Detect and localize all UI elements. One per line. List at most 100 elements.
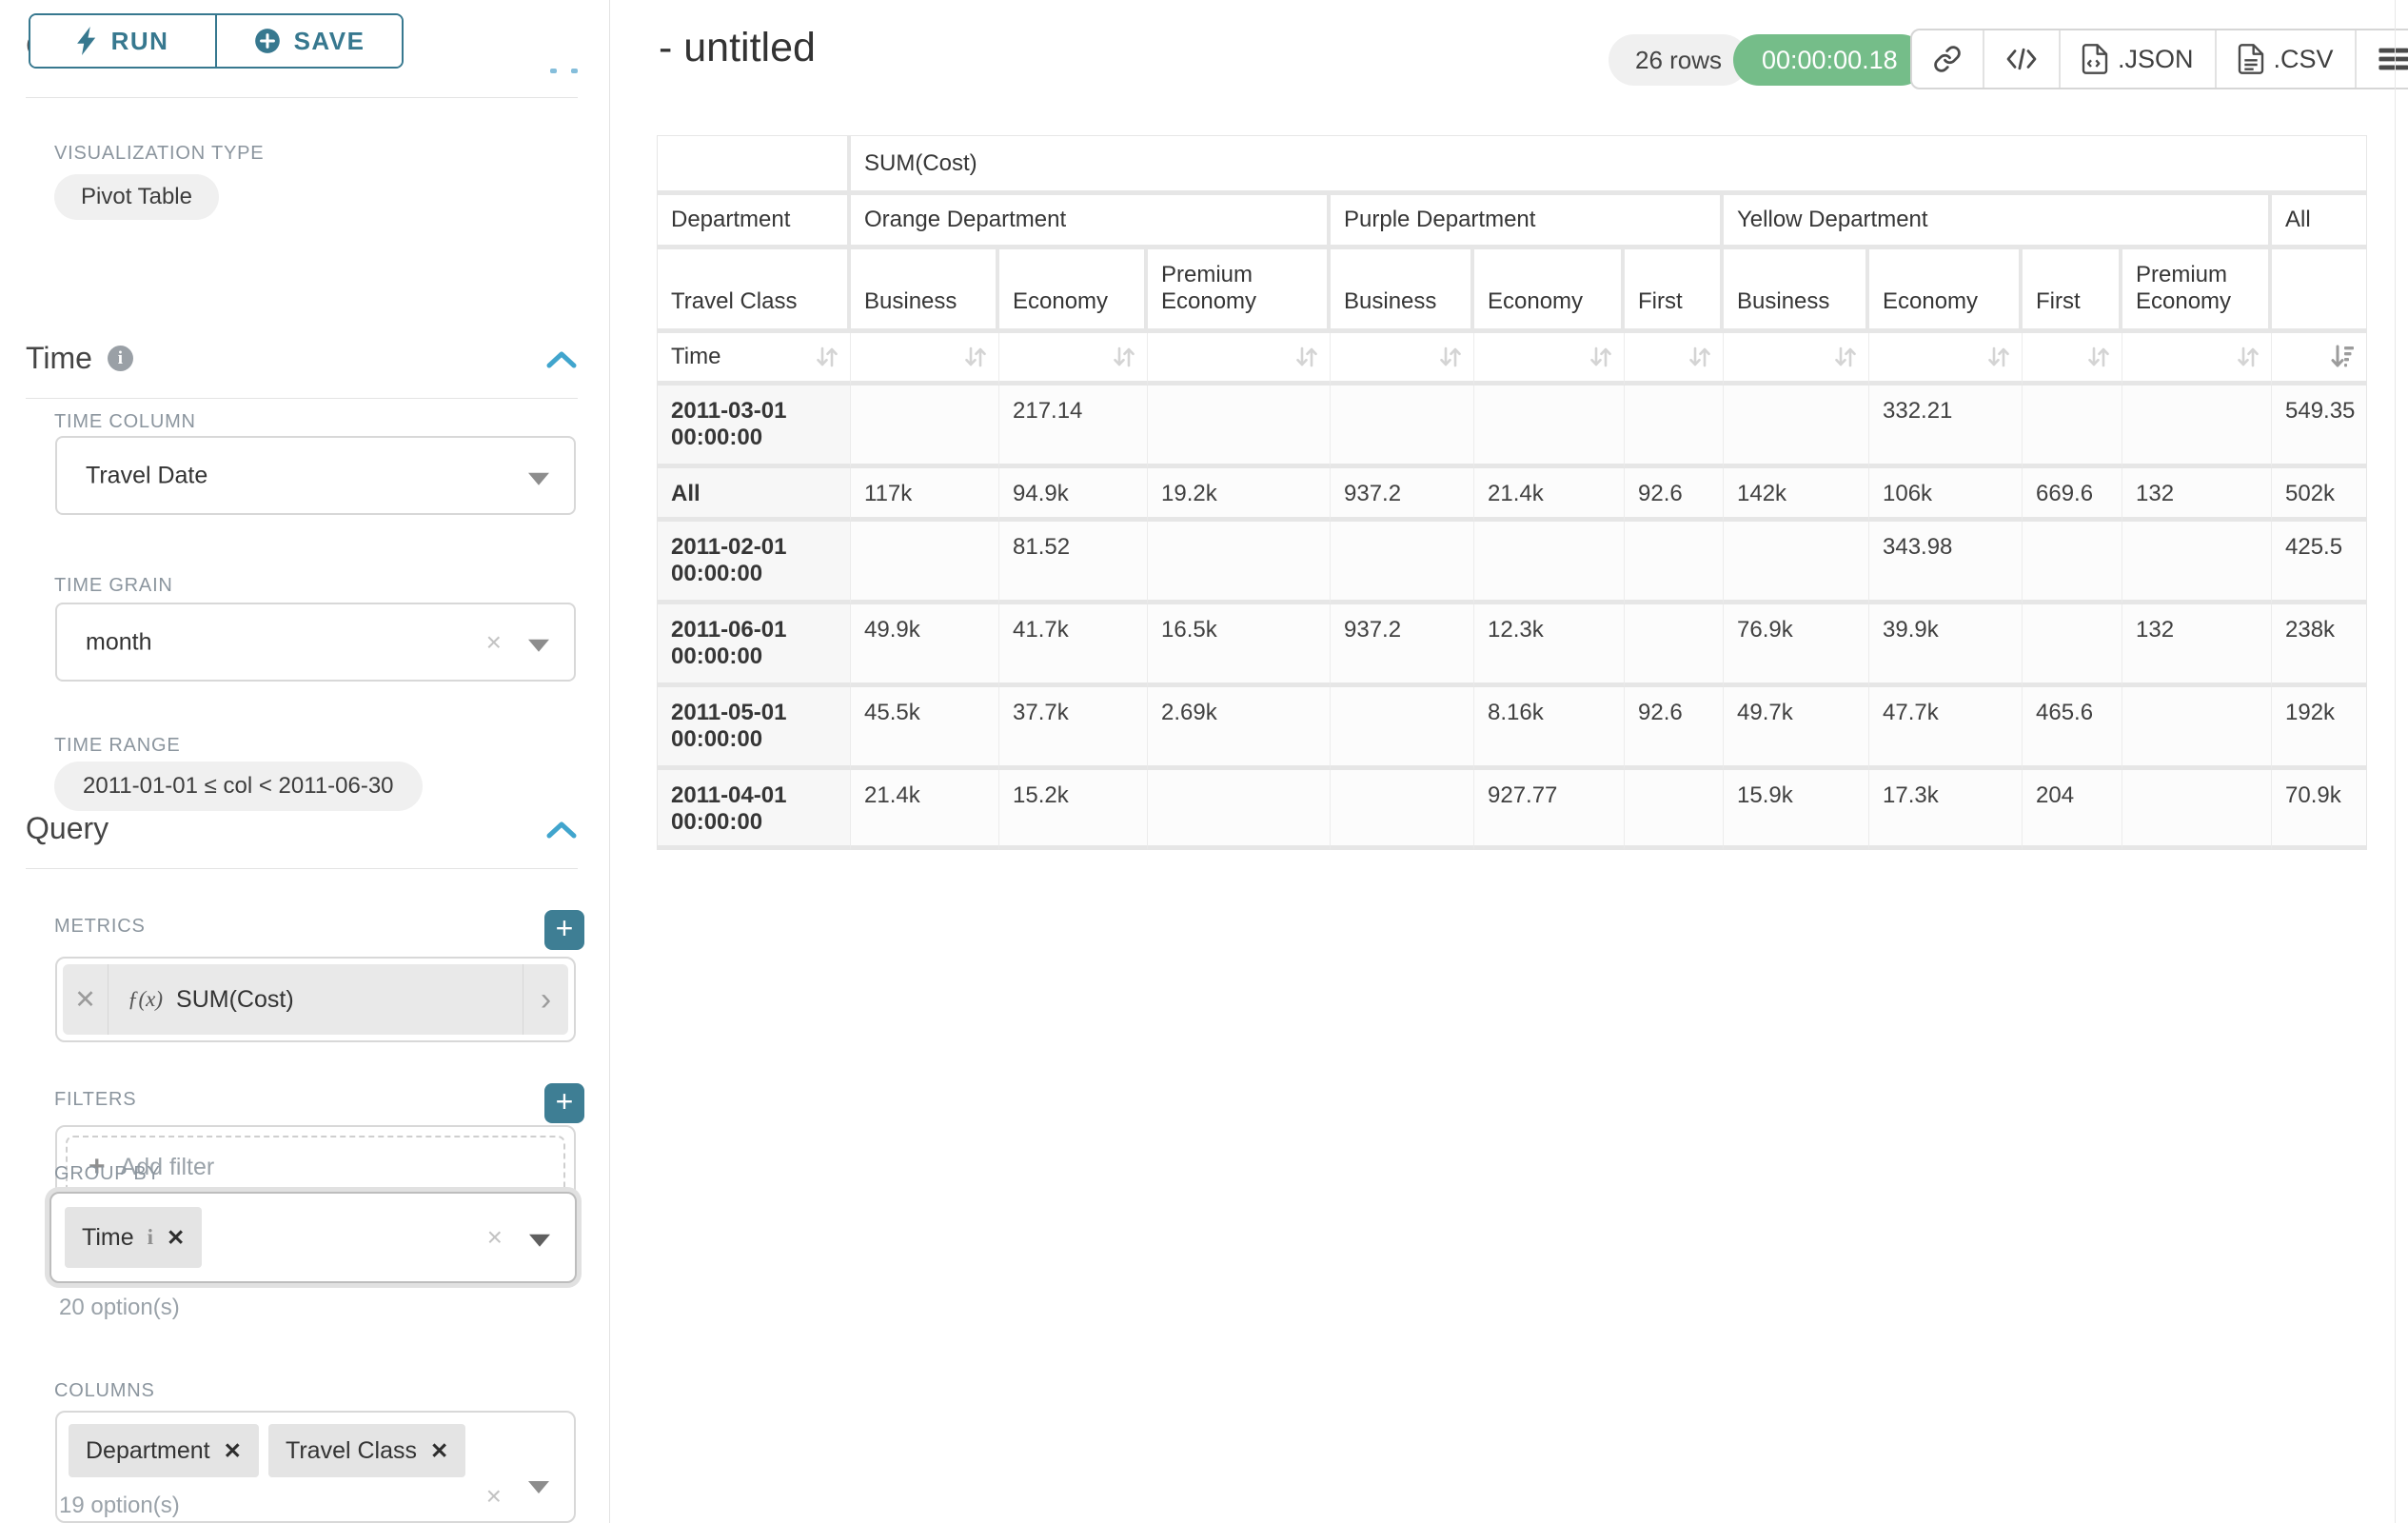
collapse-time-section[interactable]: [545, 350, 578, 369]
department-group-header: Orange Department: [851, 195, 1331, 249]
copy-link-button[interactable]: [1912, 30, 1983, 88]
column-sort-cell[interactable]: [1148, 333, 1331, 386]
table-row: 2011-05-01 00:00:00 45.5k 37.7k 2.69k 8.16k 9…: [657, 687, 2368, 770]
metric-pill[interactable]: ✕ ƒ(x) SUM(Cost) ›: [63, 964, 568, 1035]
time-column-select[interactable]: Travel Date: [55, 436, 576, 515]
pivot-value-cell: 332.21: [1869, 386, 2023, 468]
pivot-value-cell: 425.5: [2272, 522, 2368, 604]
divider: [26, 868, 578, 869]
pivot-value-cell: 15.2k: [999, 770, 1148, 850]
chart-title[interactable]: - untitled: [659, 25, 816, 70]
column-sort-cell[interactable]: [2023, 333, 2122, 386]
clear-icon[interactable]: ×: [486, 1222, 503, 1252]
sort-icon[interactable]: [962, 344, 989, 370]
run-button[interactable]: RUN: [30, 15, 215, 67]
time-column-value: Travel Date: [86, 462, 208, 488]
remove-tag-icon[interactable]: ✕: [167, 1224, 186, 1250]
pivot-value-cell: 39.9k: [1869, 604, 2023, 687]
sort-icon[interactable]: [1687, 344, 1713, 370]
time-axis-sort-header[interactable]: Time: [657, 333, 851, 386]
columns-select[interactable]: Department ✕ Travel Class ✕ ×: [55, 1411, 576, 1523]
sort-icon[interactable]: [2235, 344, 2261, 370]
lightning-icon: [76, 27, 95, 55]
pivot-value-cell: [1625, 386, 1724, 468]
divider: [26, 97, 578, 98]
run-save-button-group: RUN SAVE: [29, 13, 404, 69]
travel-class-header: Economy: [1869, 249, 2023, 333]
add-metric-button[interactable]: +: [544, 910, 584, 950]
column-sort-cell[interactable]: [1331, 333, 1474, 386]
remove-tag-icon[interactable]: ✕: [223, 1437, 242, 1463]
add-filter-label: Add filter: [120, 1153, 215, 1180]
sort-icon[interactable]: [814, 344, 840, 370]
column-sort-cell[interactable]: [851, 333, 999, 386]
travel-class-header: Business: [1724, 249, 1869, 333]
sort-icon[interactable]: [1111, 344, 1137, 370]
sort-icon[interactable]: [1437, 344, 1464, 370]
info-icon[interactable]: i: [147, 1225, 154, 1249]
pivot-value-cell: [1625, 770, 1724, 850]
sort-icon[interactable]: [1832, 344, 1859, 370]
save-button[interactable]: SAVE: [215, 15, 402, 67]
time-section-title: Time: [26, 341, 92, 375]
column-sort-cell[interactable]: [1869, 333, 2023, 386]
row-count-badge: 26 rows: [1609, 34, 1749, 86]
pivot-value-cell: 49.7k: [1724, 687, 1869, 770]
group-by-select[interactable]: Time i ✕ ×: [49, 1192, 577, 1283]
columns-tag-travel-class[interactable]: Travel Class ✕: [268, 1424, 466, 1477]
sort-icon[interactable]: [1293, 344, 1320, 370]
pivot-value-cell: 937.2: [1331, 468, 1474, 522]
control-panel-sidebar: Chart Type RUN SAVE VISUALIZATION TYPE P…: [0, 0, 610, 1523]
pivot-value-cell: [1474, 522, 1625, 604]
corner-cell: [657, 135, 851, 195]
metric-header: SUM(Cost): [851, 135, 2368, 195]
sort-icon[interactable]: [1985, 344, 2012, 370]
pivot-value-cell: 8.16k: [1474, 687, 1625, 770]
column-sort-cell[interactable]: [2122, 333, 2272, 386]
sort-desc-icon[interactable]: [2328, 343, 2357, 371]
pivot-value-cell: 81.52: [999, 522, 1148, 604]
sort-icon[interactable]: [2085, 344, 2112, 370]
clear-icon[interactable]: ×: [485, 626, 502, 657]
collapse-query-section[interactable]: [545, 821, 578, 840]
embed-code-button[interactable]: [1983, 30, 2059, 88]
column-sort-cell[interactable]: [2272, 333, 2368, 386]
info-icon[interactable]: i: [107, 346, 133, 371]
query-section-title: Query: [26, 811, 109, 845]
pivot-value-cell: 937.2: [1331, 604, 1474, 687]
column-sort-cell[interactable]: [1724, 333, 1869, 386]
viz-type-pill[interactable]: Pivot Table: [54, 174, 219, 220]
sort-icon[interactable]: [1588, 344, 1614, 370]
pivot-value-cell: [851, 522, 999, 604]
column-sort-cell[interactable]: [1625, 333, 1724, 386]
chevron-right-icon[interactable]: ›: [523, 964, 568, 1035]
travel-class-header: Premium Economy: [1148, 249, 1331, 333]
export-csv-button[interactable]: .CSV: [2214, 30, 2355, 88]
pivot-table: SUM(Cost) Department Orange Department Purp…: [657, 135, 2368, 850]
department-group-header: Yellow Department: [1724, 195, 2272, 249]
columns-tag-department[interactable]: Department ✕: [69, 1424, 259, 1477]
remove-metric-icon[interactable]: ✕: [63, 964, 109, 1035]
clear-icon[interactable]: ×: [485, 1481, 502, 1511]
pivot-value-cell: 37.7k: [999, 687, 1148, 770]
pivot-value-cell: [2122, 386, 2272, 468]
add-filter-plus-button[interactable]: +: [544, 1083, 584, 1123]
remove-tag-icon[interactable]: ✕: [430, 1437, 449, 1463]
chevron-up-icon: [571, 69, 578, 73]
row-label: All: [657, 468, 851, 522]
export-toolbar: .JSON .CSV: [1910, 29, 2408, 89]
filters-label: FILTERS: [54, 1089, 137, 1110]
pivot-value-cell: [2023, 604, 2122, 687]
column-sort-cell[interactable]: [1474, 333, 1625, 386]
more-options-button[interactable]: [2354, 30, 2408, 88]
pivot-value-cell: 465.6: [2023, 687, 2122, 770]
column-sort-cell[interactable]: [999, 333, 1148, 386]
time-grain-select[interactable]: month ×: [55, 603, 576, 682]
chevron-up-icon: [546, 351, 577, 368]
pivot-value-cell: 47.7k: [1869, 687, 2023, 770]
export-json-button[interactable]: .JSON: [2059, 30, 2215, 88]
time-range-pill[interactable]: 2011-01-01 ≤ col < 2011-06-30: [54, 762, 423, 811]
export-json-label: .JSON: [2118, 44, 2194, 73]
chevron-down-icon: [529, 1234, 550, 1247]
group-by-tag-time[interactable]: Time i ✕: [65, 1207, 203, 1268]
